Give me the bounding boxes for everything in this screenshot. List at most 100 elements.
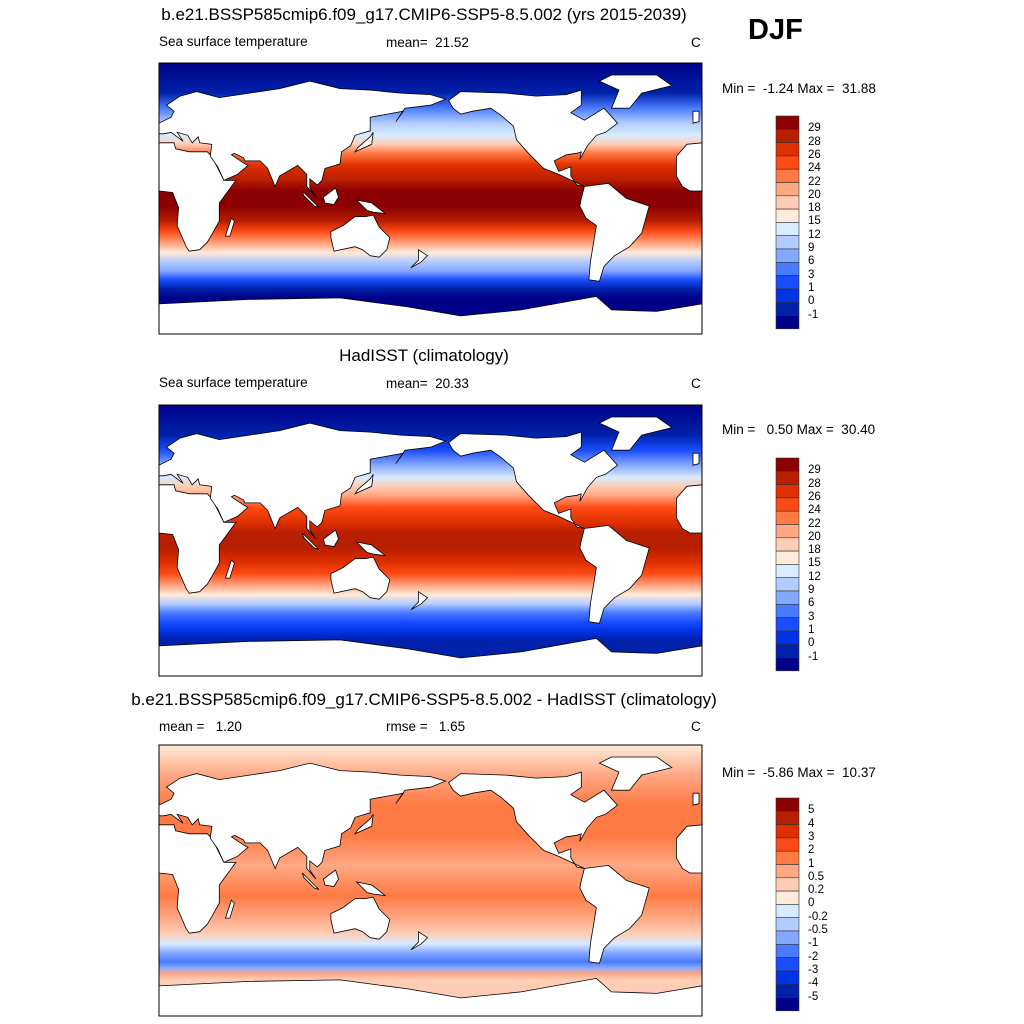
land-outline — [355, 541, 387, 557]
colorbar-bin — [775, 182, 800, 197]
colorbar-bin — [775, 208, 800, 223]
land-outline — [353, 132, 374, 153]
land-outline — [598, 416, 673, 451]
panel-3-mean: mean = 1.20 — [159, 719, 242, 734]
colorbar-tick-label: -2 — [808, 950, 819, 963]
colorbar-tick-label: -1 — [808, 937, 819, 950]
colorbar-bin — [775, 643, 800, 658]
map-frame — [158, 62, 703, 335]
land-outline — [301, 872, 320, 890]
panel-3-minmax: Min = -5.86 Max = 10.37 — [722, 765, 876, 780]
land-outline — [579, 524, 650, 624]
colorbar-bin — [775, 877, 800, 892]
colorbar-bin — [775, 301, 800, 316]
colorbar-bin — [775, 315, 800, 330]
season-label: DJF — [748, 14, 803, 46]
colorbar-tick-label: 12 — [808, 228, 821, 241]
colorbar-bin — [775, 195, 800, 210]
land-outline — [330, 556, 391, 600]
land-outline — [158, 824, 237, 934]
colorbar-tick-label: 29 — [808, 464, 821, 477]
colorbar-bin — [775, 510, 800, 525]
colorbar-bin — [775, 904, 800, 919]
colorbar-tick-label: 6 — [808, 255, 815, 268]
colorbar-tick-label: 3 — [808, 268, 815, 281]
colorbar-bin — [775, 457, 800, 472]
colorbar-tick-label: -1 — [808, 308, 819, 321]
colorbar-tick-label: 0.5 — [808, 870, 824, 883]
colorbar-tick-label: 20 — [808, 188, 821, 201]
land-outline — [410, 590, 429, 611]
colorbar-bin — [775, 550, 800, 565]
colorbar-bin — [775, 577, 800, 592]
land-outline — [158, 762, 447, 880]
colorbar-bin — [775, 590, 800, 605]
panel-1-minmax: Min = -1.24 Max = 31.88 — [722, 81, 876, 96]
colorbar-3 — [775, 797, 800, 1012]
colorbar-tick-label: 22 — [808, 517, 821, 530]
land-outline — [158, 484, 237, 594]
colorbar-tick-label: 28 — [808, 477, 821, 490]
colorbar-tick-label: 24 — [808, 162, 821, 175]
colorbar-bin — [775, 129, 800, 143]
colorbar-bin — [775, 235, 800, 250]
colorbar-tick-label: 2 — [808, 844, 815, 857]
land-outline — [224, 559, 235, 579]
map-frame — [158, 744, 703, 1017]
colorbar-tick-label: 0.2 — [808, 884, 824, 897]
colorbar-tick-label: 4 — [808, 817, 815, 830]
colorbar-tick-label: 5 — [808, 804, 815, 817]
colorbar-bin — [775, 890, 800, 905]
colorbar-bin — [775, 537, 800, 552]
land-outline — [353, 474, 374, 495]
colorbar-bin — [775, 248, 800, 263]
land-outline — [355, 881, 387, 897]
colorbar-bin — [775, 470, 800, 485]
panel-2-units: C — [691, 376, 701, 391]
land-outline — [598, 756, 673, 791]
panel-3-title: b.e21.BSSP585cmip6.f09_g17.CMIP6-SSP5-8.… — [131, 690, 717, 709]
colorbar-tick-label: -0.5 — [808, 924, 828, 936]
colorbar-bin — [775, 657, 800, 672]
colorbar-bin — [775, 564, 800, 579]
colorbar-bin — [775, 617, 800, 632]
panel-2-mean: mean= 20.33 — [386, 376, 469, 391]
colorbar-bin — [775, 824, 800, 839]
colorbar-tick-label: -3 — [808, 963, 819, 976]
colorbar-tick-label: 3 — [808, 830, 815, 843]
panel-1-mean: mean= 21.52 — [386, 35, 469, 50]
land-outline — [224, 899, 235, 919]
colorbar-bin — [775, 930, 800, 945]
colorbar-bin — [775, 630, 800, 645]
colorbar-tick-label: 22 — [808, 175, 821, 188]
colorbar-tick-label: -5 — [808, 990, 819, 1003]
panel-1-title: b.e21.BSSP585cmip6.f09_g17.CMIP6-SSP5-8.… — [161, 5, 687, 24]
land-outline — [330, 896, 391, 940]
land-outline — [448, 89, 619, 187]
colorbar-bin — [775, 810, 800, 825]
colorbar-tick-label: 26 — [808, 490, 821, 503]
land-outline — [322, 529, 339, 547]
colorbar-tick-label: 29 — [808, 122, 821, 135]
colorbar-tick-label: 24 — [808, 504, 821, 517]
land-outline — [158, 80, 447, 198]
colorbar-tick-label: 9 — [808, 584, 815, 596]
panel-3-units: C — [691, 719, 701, 734]
panel-2-minmax: Min = 0.50 Max = 30.40 — [722, 422, 876, 437]
colorbar-bin — [775, 983, 800, 998]
map-panel-1 — [158, 62, 703, 335]
colorbar-tick-label: 0 — [808, 637, 815, 650]
colorbar-tick-label: 9 — [808, 242, 815, 254]
land-outline — [448, 771, 619, 869]
colorbar-tick-label: 1 — [808, 281, 815, 294]
colorbar-bin — [775, 850, 800, 865]
colorbar-tick-label: 18 — [808, 544, 821, 557]
colorbar-bin — [775, 142, 800, 157]
colorbar-tick-label: -1 — [808, 650, 819, 663]
land-outline — [448, 431, 619, 529]
land-outline — [410, 248, 429, 269]
colorbar-tick-label: 0 — [808, 295, 815, 308]
colorbar-tick-label: 15 — [808, 557, 821, 570]
colorbar-bin — [775, 997, 800, 1012]
